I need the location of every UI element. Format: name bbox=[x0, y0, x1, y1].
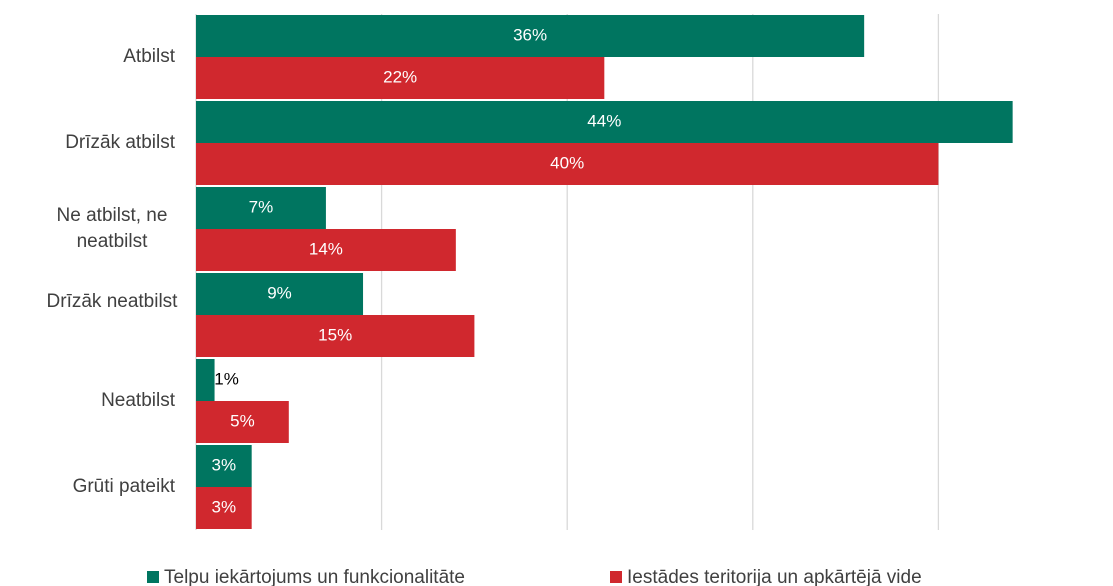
category-line: Drīzāk neatbilst bbox=[47, 291, 179, 312]
bar bbox=[196, 15, 865, 57]
bar bbox=[196, 487, 252, 529]
category-label: Ne atbilst, ne neatbilst bbox=[57, 205, 168, 252]
value-label: 22% bbox=[383, 67, 417, 86]
value-label: 7% bbox=[249, 197, 274, 216]
bar bbox=[196, 187, 326, 229]
value-label: 36% bbox=[513, 25, 547, 44]
category-label: Drīzāk atbilst bbox=[65, 132, 176, 153]
bar bbox=[196, 143, 939, 185]
bar bbox=[196, 445, 252, 487]
category-line: neatbilst bbox=[77, 231, 148, 252]
value-label: 44% bbox=[587, 111, 621, 130]
legend-swatch bbox=[610, 571, 622, 583]
bar bbox=[196, 57, 605, 99]
bar bbox=[196, 401, 289, 443]
legend-label: Iestādes teritorija un apkārtējā vide bbox=[627, 567, 922, 586]
bar bbox=[196, 101, 1013, 143]
value-label: 3% bbox=[212, 497, 237, 516]
bar bbox=[196, 273, 364, 315]
bar bbox=[196, 359, 215, 401]
category-line: Ne atbilst, ne bbox=[57, 205, 168, 226]
value-label: 14% bbox=[309, 239, 343, 258]
value-label: 9% bbox=[267, 283, 292, 302]
value-label: 40% bbox=[550, 153, 584, 172]
category-label: Neatbilst bbox=[101, 390, 176, 411]
value-label: 5% bbox=[230, 411, 255, 430]
legend-swatch bbox=[147, 571, 159, 583]
value-label: 3% bbox=[212, 455, 237, 474]
value-label: 1% bbox=[214, 369, 239, 388]
bar bbox=[196, 229, 456, 271]
bar bbox=[196, 315, 475, 357]
value-label: 15% bbox=[318, 325, 352, 344]
category-label: Grūti pateikt bbox=[73, 476, 176, 497]
legend-label: Telpu iekārtojums un funkcionalitāte bbox=[164, 567, 465, 586]
category-label: Atbilst bbox=[123, 46, 175, 67]
category-label: Drīzāk neatbilst bbox=[47, 291, 179, 312]
